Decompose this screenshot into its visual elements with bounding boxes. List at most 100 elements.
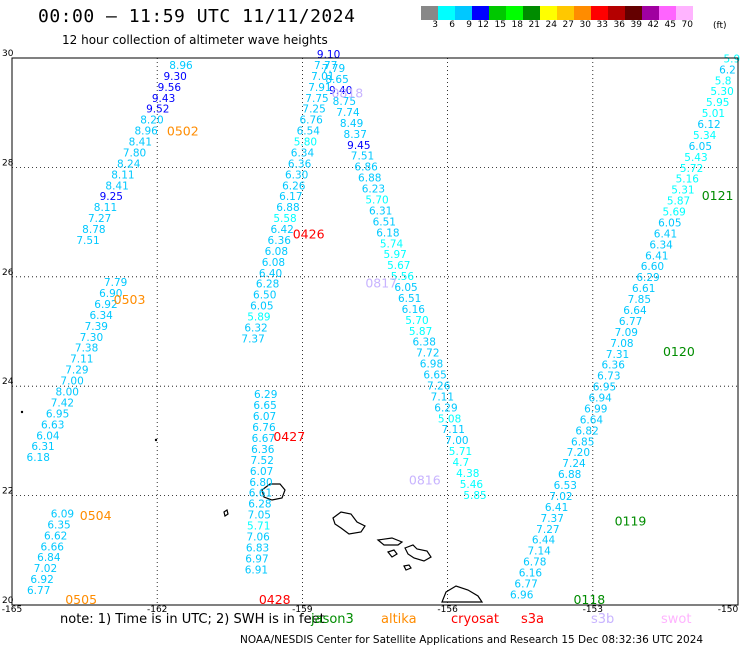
wave-height-point: 6.64: [580, 414, 604, 426]
wave-height-point: 7.00: [60, 376, 83, 388]
wave-height-point: 6.41: [654, 228, 677, 240]
pass-time-label: 0427: [273, 429, 305, 444]
island-hawaii: [441, 585, 484, 603]
wave-height-point: 7.08: [610, 338, 633, 350]
wave-height-point: 7.02: [34, 563, 57, 575]
wave-height-point: 8.11: [111, 169, 134, 181]
pass-time-label: 0118: [573, 592, 605, 607]
wave-height-point: 7.37: [241, 333, 264, 345]
legend-swatch: [557, 6, 574, 20]
legend-swatch: [506, 6, 523, 20]
wave-height-point: 6.31: [31, 441, 54, 453]
wave-height-point: 7.37: [541, 513, 564, 525]
wave-height-point: 6.94: [588, 393, 612, 405]
satellite-name: jason3: [311, 612, 354, 627]
island-niihau: [223, 509, 229, 517]
wave-height-point: 7.24: [562, 458, 586, 470]
wave-height-point: 7.20: [567, 447, 590, 459]
wave-height-point: 7.11: [442, 424, 465, 436]
wave-height-point: 6.53: [554, 480, 577, 492]
wave-height-point: 5.08: [438, 413, 461, 425]
wave-height-point: 7.02: [549, 491, 572, 503]
wave-height-point: 4.7: [452, 457, 469, 469]
legend-label: 36: [613, 20, 625, 30]
legend-label: 33: [596, 20, 608, 30]
wave-height-point: 6.61: [632, 283, 655, 295]
wave-height-point: 5.97: [383, 249, 406, 261]
wave-height-point: 6.77: [619, 316, 642, 328]
island-kauai: [261, 483, 286, 501]
wave-height-point: 5.46: [460, 479, 484, 491]
hawaii-coastline: [223, 483, 484, 603]
wave-height-point: 6.99: [584, 403, 607, 415]
wave-height-point: 6.12: [697, 119, 720, 131]
footer-note: note: 1) Time is in UTC; 2) SWH is in fe…: [60, 612, 325, 627]
legend-label: 6: [449, 20, 455, 30]
wave-height-point: 5.70: [365, 195, 388, 207]
wave-height-point: 6.60: [641, 261, 664, 273]
y-tick-label: 30: [2, 49, 14, 59]
legend-label: 27: [562, 20, 574, 30]
wave-height-point: 6.36: [251, 444, 275, 456]
pass-time-label: 0502: [167, 124, 199, 139]
pass-time-label: 0505: [65, 592, 97, 607]
wave-height-point: 5.71: [247, 521, 270, 533]
wave-height-point: 6.96: [510, 589, 534, 601]
wave-height-point: 7.05: [248, 510, 271, 522]
satellite-name: cryosat: [451, 612, 499, 627]
wave-height-point: 6.97: [245, 553, 268, 565]
wave-height-point: 7.11: [431, 391, 454, 403]
x-tick-label: -153: [583, 605, 603, 615]
pass-time-label: 0816: [409, 473, 441, 488]
wave-height-point: 6.86: [354, 162, 378, 174]
wave-height-point: 6.16: [402, 304, 426, 316]
wave-height-point: 7.77: [314, 60, 337, 72]
satellite-name: altika: [381, 612, 417, 627]
altimeter-tracks: 8.969.309.569.439.528.208.968.417.808.24…: [27, 49, 740, 607]
legend-swatch: [540, 6, 557, 20]
wave-height-point: 6.28: [248, 499, 271, 511]
wave-height-point: 6.16: [519, 568, 543, 580]
wave-height-point: 6.2: [719, 64, 736, 76]
wave-height-point: 6.08: [262, 257, 285, 269]
legend-swatch: [489, 6, 506, 20]
wave-height-point: 7.79: [104, 277, 127, 289]
wave-height-point: 8.24: [117, 158, 141, 170]
legend-label: 21: [528, 20, 540, 30]
satellite-legend: jason3 altika cryosat s3a s3b swot: [311, 612, 731, 627]
wave-height-point: 5.56: [391, 271, 415, 283]
wave-height-point: 8.41: [105, 180, 128, 192]
wave-height-point: 7.27: [536, 524, 559, 536]
legend-label: 24: [545, 20, 557, 30]
legend-label: 3: [432, 20, 438, 30]
wave-height-point: 9.40: [329, 85, 352, 97]
wave-height-point: 6.50: [253, 290, 276, 302]
wave-height-point: 7.75: [305, 93, 328, 105]
legend-swatch: [676, 6, 693, 20]
wave-height-point: 6.73: [597, 371, 620, 383]
wave-height-point: 7.74: [336, 107, 360, 119]
wave-height-point: 6.29: [434, 402, 457, 414]
legend-swatch: [455, 6, 472, 20]
wave-height-point: 5.70: [405, 315, 428, 327]
wave-height-point: 7.29: [65, 365, 88, 377]
pass-time-label: 0426: [293, 227, 325, 242]
wave-height-point: 9.30: [163, 71, 186, 83]
satellite-name: s3b: [591, 612, 615, 627]
wave-height-point: 6.77: [27, 585, 50, 597]
wave-height-point: 6.18: [376, 227, 399, 239]
y-tick-label: 24: [2, 377, 14, 387]
island-molokai: [376, 537, 404, 546]
wave-height-point: 6.36: [602, 360, 626, 372]
wave-height-point: 6.64: [623, 305, 647, 317]
wave-height-point: 5.95: [706, 97, 729, 109]
pass-time-label: 0503: [114, 292, 146, 307]
wave-height-point: 6.38: [413, 337, 436, 349]
pass-time-label: 0119: [615, 514, 647, 529]
wave-height-point: 6.29: [254, 389, 277, 401]
wave-height-point: 6.82: [575, 425, 598, 437]
legend-swatch: [642, 6, 659, 20]
wave-height-point: 5.31: [671, 185, 694, 197]
wave-height-point: 6.26: [282, 180, 306, 192]
pass-time-label: 0121: [702, 188, 734, 203]
